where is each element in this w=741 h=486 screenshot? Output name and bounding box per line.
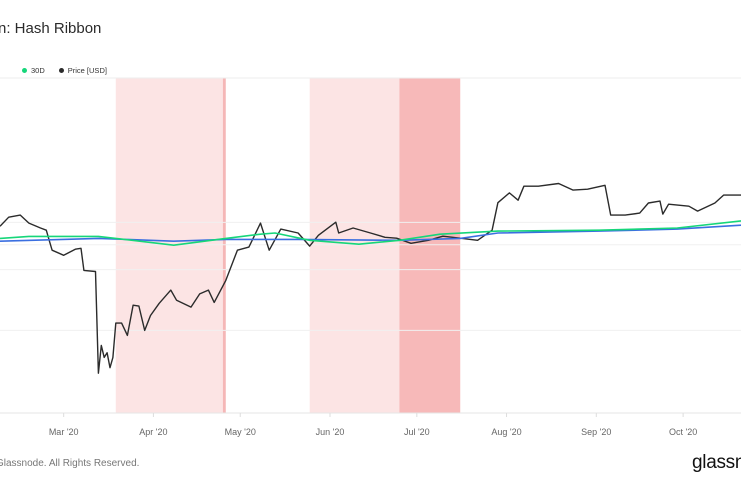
legend-label: 30D — [31, 66, 45, 75]
copyright-text: Glassnode. All Rights Reserved. — [0, 458, 140, 469]
x-tick-label: Jul '20 — [404, 427, 430, 437]
band-capitulation — [115, 78, 223, 413]
legend: 30D Price [USD] — [0, 66, 121, 75]
legend-item-price[interactable]: Price [USD] — [58, 66, 107, 75]
legend-item-30d[interactable]: 30D — [22, 66, 45, 75]
x-tick-label: May '20 — [225, 427, 256, 437]
x-tick-label: Mar '20 — [49, 427, 79, 437]
chart-title: n: Hash Ribbon — [0, 20, 102, 37]
x-tick-label: Jun '20 — [316, 427, 345, 437]
band-capitulation — [309, 78, 400, 413]
x-tick-label: Apr '20 — [139, 427, 167, 437]
band-recovery — [399, 78, 461, 413]
x-tick-label: Sep '20 — [581, 427, 611, 437]
band-recovery — [222, 78, 226, 413]
glassnode-logo[interactable]: glassnode — [692, 452, 741, 473]
series-line-30d — [0, 220, 741, 246]
x-tick-label: Aug '20 — [491, 427, 521, 437]
legend-label: Price [USD] — [67, 66, 107, 75]
x-tick-label: Oct '20 — [669, 427, 697, 437]
series-line-price-usd- — [0, 182, 741, 374]
legend-dot-icon — [58, 68, 64, 73]
legend-dot-icon — [22, 68, 27, 73]
